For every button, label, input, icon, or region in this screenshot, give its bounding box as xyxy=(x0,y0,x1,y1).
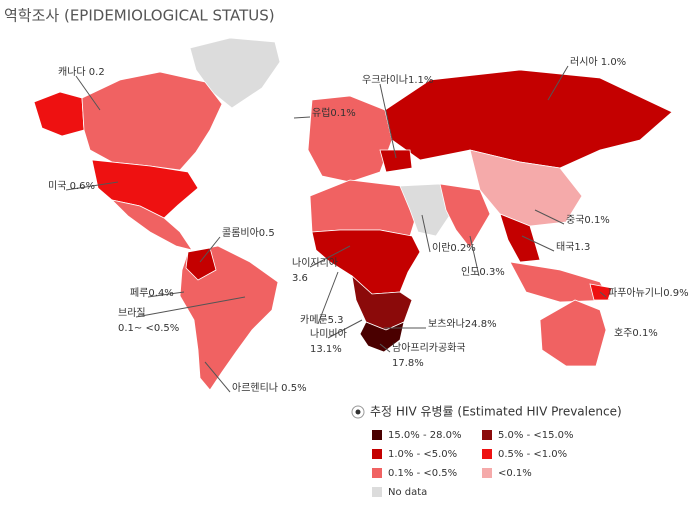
country-label: 인도0.3% xyxy=(461,266,505,278)
leader-line xyxy=(547,65,569,101)
country-label: 유럽0.1% xyxy=(312,107,356,119)
country-label: 3.6 xyxy=(292,273,308,284)
legend-swatch xyxy=(372,468,382,478)
legend-swatch xyxy=(482,468,492,478)
leader-line xyxy=(327,319,363,339)
country-label: 17.8% xyxy=(392,358,424,369)
legend-title: 추정 HIV 유병률 (Estimated HIV Prevalence) xyxy=(370,405,622,419)
legend-label: 5.0% - <15.0% xyxy=(498,430,574,441)
country-label: 남아프리카공화국 xyxy=(392,342,466,354)
leader-line xyxy=(379,83,397,159)
leader-line xyxy=(75,75,101,111)
country-label: 브라질 xyxy=(118,307,146,319)
country-label: 이란0.2% xyxy=(432,242,476,254)
leader-line xyxy=(521,235,555,252)
leader-line xyxy=(199,236,221,263)
legend-label: No data xyxy=(388,487,427,498)
country-label: 캐나다 0.2 xyxy=(58,66,105,78)
legend-swatch xyxy=(482,449,492,459)
world-map xyxy=(33,37,673,391)
leader-line xyxy=(469,235,480,277)
country-label: 콜롬비아0.5 xyxy=(222,227,275,239)
country-label: 13.1% xyxy=(310,344,342,355)
legend-swatch xyxy=(372,449,382,459)
leader-line xyxy=(65,181,119,191)
leader-line xyxy=(293,116,311,119)
leader-line xyxy=(317,271,339,325)
country-label: 나이지리아 xyxy=(292,257,338,269)
legend-icon-dot xyxy=(355,409,361,415)
country-label: 호주0.1% xyxy=(614,327,658,339)
country-label: 페루0.4% xyxy=(130,287,174,299)
country-label: 카메룬5.3 xyxy=(300,314,344,326)
leader-line xyxy=(379,343,391,353)
country-label: 러시아 1.0% xyxy=(570,56,626,68)
annotations: 캐나다 0.2 러시아 1.0% 우크라이나1.1% 유럽0.1% 미국 0.6% 콜롬비… xyxy=(48,56,689,394)
legend-label: 15.0% - 28.0% xyxy=(388,430,462,441)
page-title: 역학조사 (EPIDEMIOLOGICAL STATUS) xyxy=(4,7,275,25)
country-label: 중국0.1% xyxy=(566,214,610,226)
country-label: 태국1.3 xyxy=(556,241,590,253)
legend-label: 1.0% - <5.0% xyxy=(388,449,457,460)
country-label: 0.1~ <0.5% xyxy=(118,323,179,334)
legend-swatch xyxy=(482,430,492,440)
country-label: 아르헨티나 0.5% xyxy=(232,382,307,394)
leader-line xyxy=(599,291,607,298)
legend-swatch xyxy=(372,487,382,497)
country-label: 나미비아 xyxy=(310,328,347,340)
country-label: 파푸아뉴기니0.9% xyxy=(608,287,689,299)
leader-line xyxy=(135,296,246,318)
legend-label: <0.1% xyxy=(498,468,532,479)
country-label: 우크라이나1.1% xyxy=(362,74,433,86)
leader-line xyxy=(147,291,185,298)
country-label: 미국 0.6% xyxy=(48,180,95,192)
legend-swatch xyxy=(372,430,382,440)
country-label: 보츠와나24.8% xyxy=(428,318,497,330)
legend-label: 0.5% - <1.0% xyxy=(498,449,567,460)
leader-line xyxy=(534,209,565,225)
legend: 추정 HIV 유병률 (Estimated HIV Prevalence) 15… xyxy=(351,405,622,498)
legend-label: 0.1% - <0.5% xyxy=(388,468,457,479)
leader-line xyxy=(421,214,431,253)
leader-line xyxy=(204,361,231,393)
leader-line xyxy=(309,245,351,268)
